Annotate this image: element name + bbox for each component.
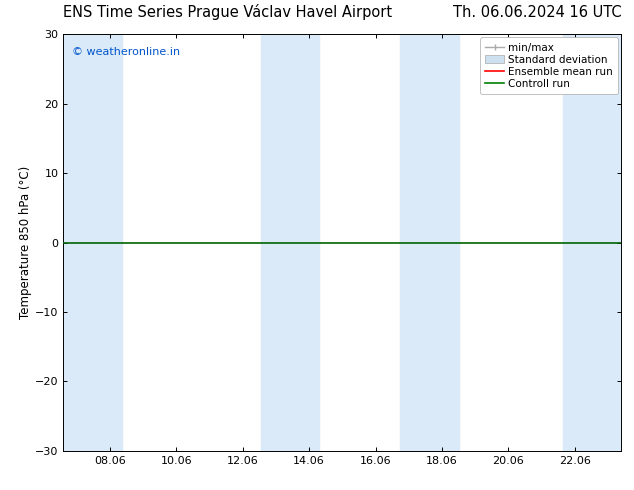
Bar bbox=[563, 34, 621, 451]
Y-axis label: Temperature 850 hPa (°C): Temperature 850 hPa (°C) bbox=[19, 166, 32, 319]
Text: © weatheronline.in: © weatheronline.in bbox=[72, 47, 180, 57]
Bar bbox=[401, 34, 458, 451]
Text: ENS Time Series Prague Václav Havel Airport: ENS Time Series Prague Václav Havel Airp… bbox=[63, 3, 392, 20]
Bar bbox=[261, 34, 319, 451]
Legend: min/max, Standard deviation, Ensemble mean run, Controll run: min/max, Standard deviation, Ensemble me… bbox=[480, 37, 618, 94]
Text: Th. 06.06.2024 16 UTC: Th. 06.06.2024 16 UTC bbox=[453, 4, 621, 20]
Bar bbox=[63, 34, 122, 451]
